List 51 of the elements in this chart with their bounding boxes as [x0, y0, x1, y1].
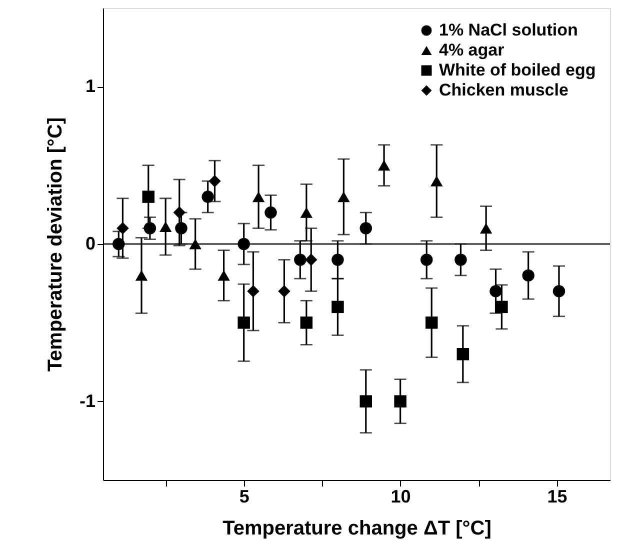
- point: [208, 174, 221, 188]
- point: [278, 285, 290, 298]
- x-tick-label: 5: [239, 486, 250, 506]
- point: [480, 222, 492, 234]
- x-axis-title: Temperature change ΔT [°C]: [222, 518, 492, 540]
- legend-label: Chicken muscle: [439, 80, 568, 100]
- point: [218, 270, 230, 281]
- x-tick-label: 10: [390, 486, 411, 506]
- point: [175, 222, 188, 234]
- point: [332, 254, 344, 266]
- point: [456, 348, 470, 360]
- y-axis-title: Temperature deviation [°C]: [44, 117, 66, 372]
- legend-label: 4% agar: [439, 40, 505, 60]
- point: [304, 254, 318, 266]
- point: [294, 254, 306, 266]
- point: [430, 176, 443, 186]
- point: [144, 222, 156, 234]
- point: [394, 395, 406, 408]
- y-tick-label: 1: [85, 76, 96, 96]
- point: [238, 316, 250, 329]
- point: [360, 222, 372, 234]
- x-tick-label: 15: [547, 486, 568, 506]
- point: [300, 207, 313, 218]
- point: [189, 238, 202, 250]
- point: [378, 160, 390, 171]
- point: [420, 254, 433, 266]
- point: [159, 221, 172, 232]
- y-tick-label: -1: [79, 390, 96, 411]
- point: [496, 300, 508, 314]
- point: [135, 270, 148, 281]
- point: [247, 285, 260, 298]
- point: [142, 190, 155, 203]
- point: [238, 238, 250, 250]
- legend-label: White of boiled egg: [439, 60, 596, 80]
- point: [173, 206, 186, 219]
- point: [116, 222, 129, 234]
- point: [252, 191, 265, 202]
- point: [454, 254, 467, 266]
- point: [112, 238, 125, 250]
- point: [332, 300, 344, 314]
- point: [338, 191, 350, 202]
- point: [264, 206, 277, 219]
- point: [300, 316, 313, 329]
- point: [490, 285, 502, 298]
- point: [202, 190, 214, 203]
- point: [552, 285, 566, 298]
- point: [425, 316, 438, 329]
- legend-label: 1% NaCl solution: [439, 20, 578, 40]
- y-tick-label: 0: [85, 234, 96, 254]
- point: [360, 395, 372, 408]
- point: [522, 269, 534, 282]
